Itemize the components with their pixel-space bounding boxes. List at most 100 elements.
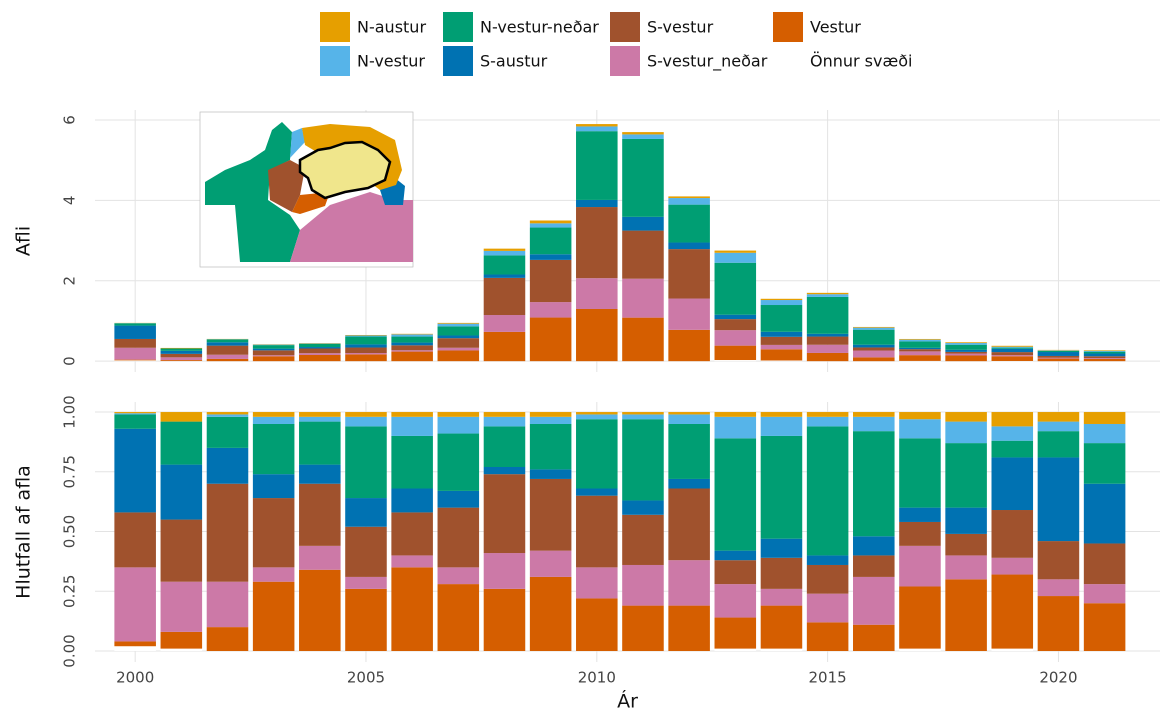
- bar-segment: [483, 255, 526, 275]
- bar-segment: [853, 357, 895, 362]
- bar-segment: [714, 319, 757, 331]
- bar-segment: [160, 350, 203, 354]
- y-tick-label: 0.50: [61, 515, 79, 548]
- bar-segment: [299, 353, 341, 356]
- bar-segment: [437, 338, 480, 348]
- bar-segment: [114, 567, 156, 642]
- bar-segment: [899, 545, 941, 587]
- bar-segment: [114, 428, 156, 513]
- bar-segment: [299, 343, 341, 348]
- bar-segment: [1083, 543, 1126, 585]
- bar-segment: [391, 567, 433, 652]
- bar-segment: [299, 545, 341, 570]
- y-axis-title: Hlutfall af afla: [13, 465, 35, 599]
- bar-segment: [991, 345, 1034, 347]
- bar-segment: [1083, 423, 1126, 444]
- y-tick-label: 1.00: [61, 395, 79, 428]
- bar-segment: [1083, 412, 1126, 424]
- bar-segment: [1037, 358, 1080, 362]
- bar-segment: [760, 305, 803, 332]
- bar-segment: [345, 416, 387, 427]
- bar-segment: [576, 488, 618, 496]
- bar-segment: [991, 352, 1034, 356]
- bar-segment: [899, 339, 941, 342]
- bar-segment: [945, 343, 987, 345]
- bar-segment: [1037, 421, 1080, 432]
- bar-segment: [945, 349, 987, 352]
- bar-segment: [806, 336, 849, 345]
- bar-segment: [345, 336, 387, 345]
- bar-segment: [437, 490, 480, 508]
- bar-segment: [437, 416, 480, 434]
- bar-segment: [760, 435, 803, 539]
- bar-segment: [853, 327, 895, 330]
- bar-segment: [252, 344, 295, 346]
- bar-segment: [668, 242, 710, 250]
- bar-segment: [899, 355, 941, 361]
- bar-segment: [114, 360, 156, 362]
- bar-segment: [622, 564, 664, 606]
- bar-segment: [206, 447, 249, 484]
- bar-segment: [391, 336, 433, 343]
- bar-segment: [945, 344, 987, 350]
- bar-segment: [345, 344, 387, 348]
- bar-segment: [991, 412, 1034, 427]
- bar-segment: [160, 353, 203, 358]
- bar-segment: [714, 416, 757, 439]
- bar-segment: [576, 414, 618, 420]
- legend-label: S-vestur: [647, 18, 714, 37]
- bar-segment: [945, 355, 987, 362]
- bar-segment: [1037, 352, 1080, 356]
- bar-segment: [714, 360, 757, 362]
- legend-swatch: [320, 12, 350, 42]
- bar-segment: [991, 356, 1034, 361]
- bar-segment: [252, 412, 295, 417]
- bar-segment: [437, 433, 480, 491]
- bar-segment: [160, 631, 203, 649]
- legend-swatch: [443, 12, 473, 42]
- bar-segment: [760, 605, 803, 649]
- bar-segment: [529, 576, 572, 652]
- bar-segment: [622, 134, 664, 139]
- bar-segment: [483, 315, 526, 332]
- bar-segment: [299, 412, 341, 417]
- bar-segment: [714, 330, 757, 346]
- bar-segment: [1083, 350, 1126, 351]
- bar-segment: [437, 584, 480, 652]
- x-axis-title: Ár: [617, 690, 638, 713]
- bar-segment: [991, 346, 1034, 348]
- bar-segment: [899, 438, 941, 508]
- bar-segment: [483, 412, 526, 417]
- bar-segment: [991, 348, 1034, 353]
- bar-segment: [206, 345, 249, 355]
- bar-segment: [437, 326, 480, 336]
- bar-segment: [576, 278, 618, 309]
- bar-segment: [622, 317, 664, 362]
- bar-segment: [1037, 412, 1080, 422]
- bar-segment: [853, 344, 895, 348]
- bar-segment: [622, 500, 664, 515]
- legend-label: S-vestur_neðar: [647, 52, 768, 72]
- legend-swatch: [610, 12, 640, 42]
- bar-segment: [206, 581, 249, 628]
- bar-segment: [991, 557, 1034, 575]
- bar-segment: [1083, 358, 1126, 359]
- bar-segment: [1083, 584, 1126, 604]
- bar-segment: [299, 348, 341, 354]
- bar-segment: [345, 347, 387, 354]
- bar-segment: [853, 555, 895, 577]
- bar-segment: [206, 627, 249, 652]
- bar-segment: [576, 131, 618, 200]
- bar-segment: [714, 345, 757, 361]
- legend-label: Vestur: [810, 18, 861, 37]
- bar-segment: [760, 416, 803, 436]
- bar-segment: [668, 423, 710, 479]
- y-tick-label: 6: [61, 115, 79, 125]
- bar-segment: [529, 254, 572, 260]
- bar-segment: [252, 498, 295, 568]
- bar-segment: [114, 512, 156, 568]
- bar-segment: [160, 648, 203, 652]
- bar-segment: [760, 412, 803, 417]
- bar-segment: [1037, 431, 1080, 458]
